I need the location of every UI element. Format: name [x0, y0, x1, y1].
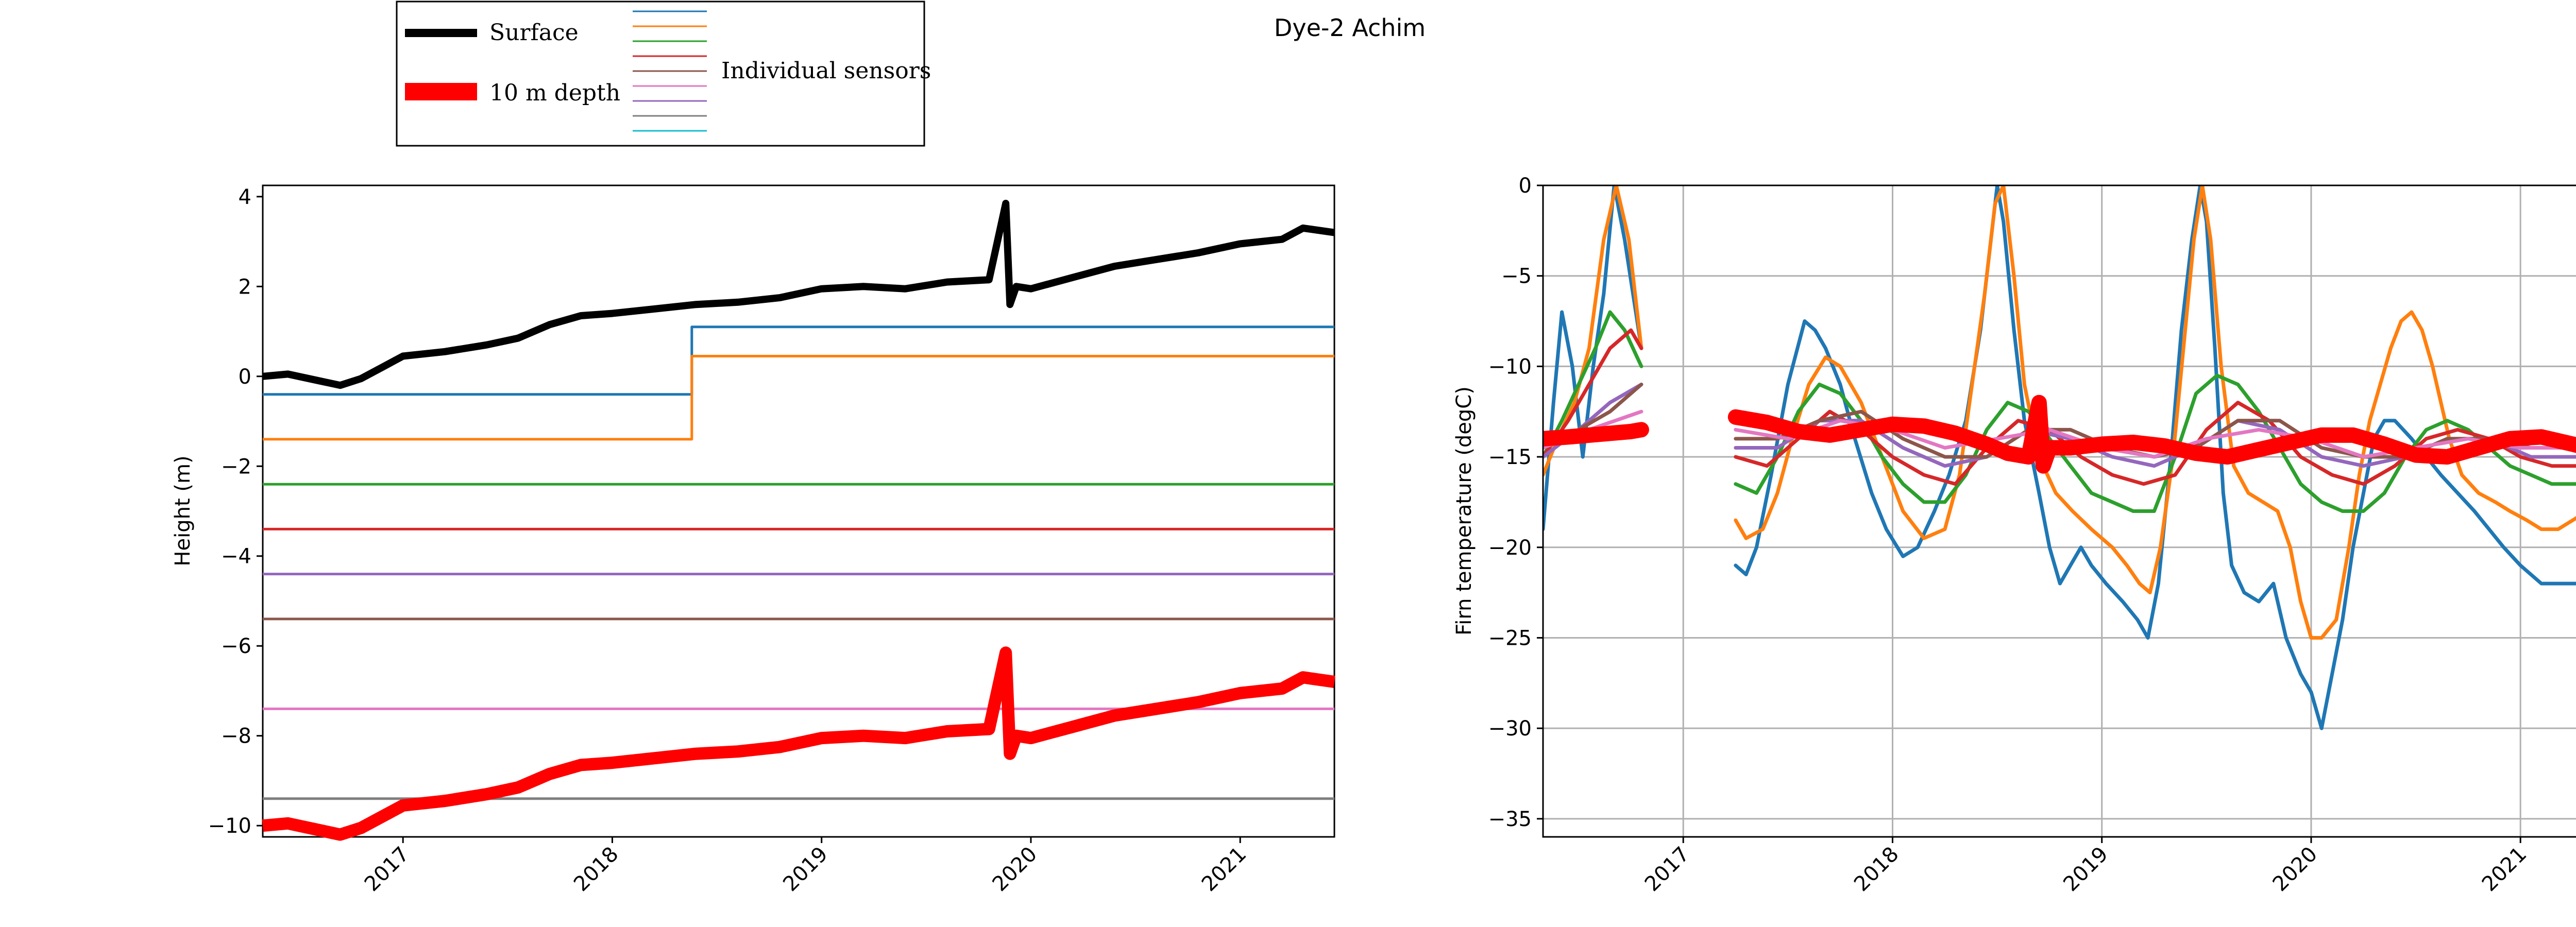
- y-tick-label: 0: [1519, 174, 1532, 198]
- sensor-line: [263, 355, 1334, 441]
- y-tick-label: −8: [221, 725, 251, 748]
- temperature-10m-line: [1543, 422, 1649, 447]
- axes-temperature-ylabel: Firn temperature (degC): [1452, 386, 1476, 636]
- surface-line: [262, 199, 1335, 389]
- y-tick-label: −6: [221, 634, 251, 658]
- temperature-10m-line: [1727, 394, 2576, 474]
- temperature-sensor-line: [1543, 310, 1643, 459]
- depth-10m-line: [262, 646, 1335, 841]
- temperature-sensor-line: [1734, 185, 2576, 640]
- y-tick-label: −10: [1488, 355, 1532, 379]
- y-tick-label: −30: [1488, 717, 1532, 741]
- y-tick-label: −35: [1488, 808, 1532, 831]
- temperature-sensor-line: [1543, 185, 1643, 531]
- y-tick-label: −2: [221, 455, 251, 478]
- legend-sensor-swatches: [633, 10, 707, 132]
- y-tick-label: −25: [1488, 626, 1532, 650]
- axes-temperature-series: [1543, 185, 2576, 730]
- y-tick-label: −20: [1488, 536, 1532, 560]
- y-tick-label: 4: [239, 185, 251, 209]
- temperature-sensor-line: [1543, 328, 1643, 459]
- legend: Surface 10 m depth Individual sensors: [396, 1, 931, 147]
- y-tick-label: −4: [221, 545, 251, 569]
- y-tick-label: −10: [208, 814, 251, 838]
- axes-temperature: 0−5−10−15−20−25−30−35 2017 2018 2019 2020 20…: [1452, 174, 2576, 896]
- y-tick-label: 2: [239, 275, 251, 299]
- axes-height-frame: [262, 184, 1335, 838]
- y-tick-label: −15: [1488, 445, 1532, 469]
- legend-10m-label: 10 m depth: [489, 80, 620, 106]
- legend-surface-label: Surface: [489, 20, 579, 46]
- y-tick-label: 0: [239, 365, 251, 389]
- figure-title: Dye-2 Achim: [1274, 14, 1426, 42]
- axes-temperature-y-ticks: 0 −5 −10 −15 −20 −25 −30 −35: [1488, 174, 1543, 831]
- temperature-series-clip: [1543, 185, 2576, 730]
- axes-height-series: [262, 199, 1335, 841]
- axes-height-y-ticks: 4 2 0 −2 −4 −6 −8 −10: [208, 185, 263, 838]
- legend-sensors-label: Individual sensors: [721, 58, 931, 84]
- axes-temperature-frame: [1542, 184, 2576, 838]
- axes-height-ylabel: Height (m): [171, 455, 195, 566]
- temperature-sensor-line: [1734, 401, 2576, 486]
- y-tick-label: −5: [1501, 265, 1532, 288]
